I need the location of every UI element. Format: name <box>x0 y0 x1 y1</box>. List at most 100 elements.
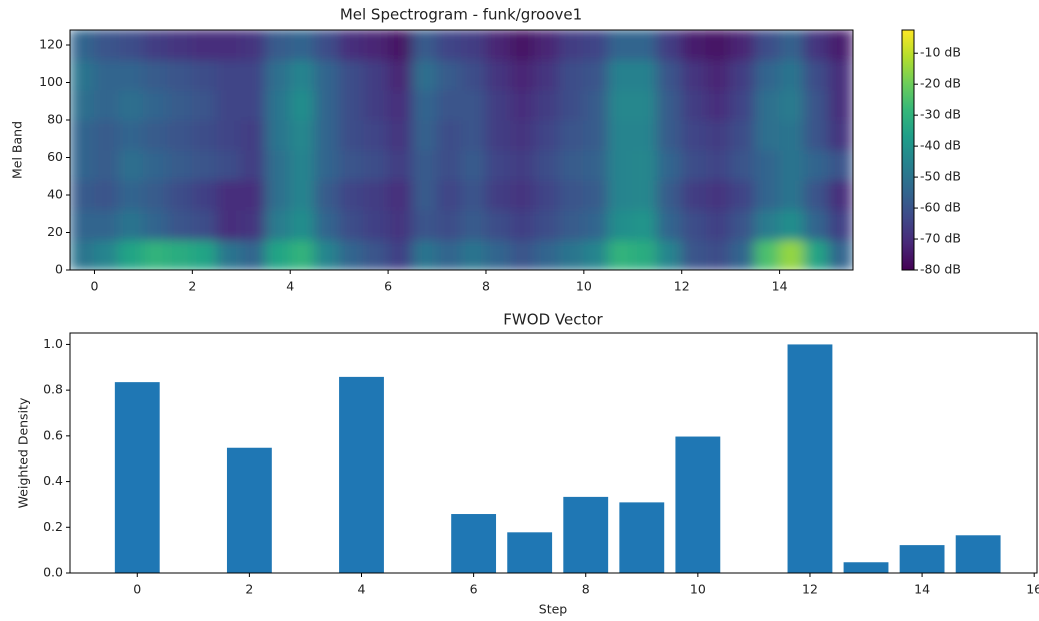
heatmap-cell <box>412 179 438 211</box>
bar <box>675 436 721 573</box>
heatmap-cell <box>338 209 365 241</box>
heatmap-cell <box>314 119 340 151</box>
x-tick-label: 10 <box>690 582 706 597</box>
heatmap-cell <box>632 59 658 91</box>
heatmap-cell <box>779 59 805 91</box>
heatmap-cell <box>191 239 218 270</box>
heatmap-cell <box>142 119 169 151</box>
heatmap-cell <box>412 209 438 241</box>
heatmap-cell <box>461 119 487 151</box>
heatmap-cell <box>607 239 634 270</box>
heatmap-cell <box>509 89 536 121</box>
heatmap-cell <box>632 89 658 121</box>
heatmap-cell <box>412 239 438 270</box>
heatmap-cell <box>558 209 585 241</box>
heatmap-cell <box>583 179 609 211</box>
heatmap-cell <box>754 89 781 121</box>
heatmap-cell <box>485 149 511 181</box>
heatmap-cell <box>387 149 414 181</box>
heatmap-cell <box>70 179 95 211</box>
heatmap-cell <box>534 149 560 181</box>
heatmap-cell <box>656 59 683 91</box>
heatmap-cell <box>118 89 144 121</box>
heatmap-cell <box>461 239 487 270</box>
heatmap-cell <box>779 209 805 241</box>
heatmap-cell <box>289 30 316 61</box>
heatmap-cell <box>803 149 830 181</box>
heatmap-cell <box>656 89 683 121</box>
y-tick-label: 0.4 <box>43 473 63 488</box>
heatmap-cell <box>240 179 267 211</box>
heatmap-cell <box>828 59 853 91</box>
heatmap-cell <box>803 209 830 241</box>
heatmap-cells <box>70 30 853 270</box>
heatmap-cell <box>363 30 389 61</box>
heatmap-cell <box>509 179 536 211</box>
bar <box>787 344 833 573</box>
heatmap-cell <box>803 119 830 151</box>
heatmap-cell <box>656 239 683 270</box>
heatmap-cell <box>387 119 414 151</box>
heatmap-cell <box>70 209 95 241</box>
x-tick-label: 8 <box>582 582 590 597</box>
heatmap-cell <box>754 149 781 181</box>
heatmap-cell <box>730 149 756 181</box>
heatmap-cell <box>485 209 511 241</box>
heatmap-cell <box>632 179 658 211</box>
heatmap-cell <box>216 59 242 91</box>
axes-frame <box>69 29 854 271</box>
heatmap-cell <box>534 209 560 241</box>
heatmap-cell <box>730 30 756 61</box>
heatmap-cell <box>70 149 95 181</box>
heatmap-cell <box>167 239 193 270</box>
heatmap-cell <box>338 89 365 121</box>
x-tick-label: 14 <box>914 582 930 597</box>
heatmap-cell <box>216 209 242 241</box>
heatmap-cell <box>583 209 609 241</box>
bar <box>507 532 553 573</box>
heatmap-cell <box>558 239 585 270</box>
heatmap-cell <box>338 59 365 91</box>
heatmap-cell <box>142 59 169 91</box>
heatmap-cell <box>509 209 536 241</box>
heatmap-cell <box>779 89 805 121</box>
x-tick-label: 10 <box>576 279 592 294</box>
heatmap-cell <box>387 239 414 270</box>
heatmap-cell <box>607 179 634 211</box>
bar <box>226 447 272 573</box>
heatmap-cell <box>118 179 144 211</box>
heatmap-cell <box>705 119 732 151</box>
heatmap-cell <box>754 179 781 211</box>
heatmap-cell <box>436 179 462 211</box>
heatmap-cell <box>681 119 707 151</box>
heatmap-cell <box>216 149 242 181</box>
heatmap-cell <box>314 209 340 241</box>
heatmap-cell <box>754 209 781 241</box>
heatmap-cell <box>583 239 609 270</box>
y-tick-label: 80 <box>47 112 63 127</box>
heatmap-cell <box>828 30 853 61</box>
y-tick-label: 0.0 <box>43 565 63 580</box>
heatmap-cell <box>730 209 756 241</box>
heatmap-cell <box>289 179 316 211</box>
heatmap-cell <box>705 209 732 241</box>
colorbar-tick-label: -80 dB <box>920 262 961 277</box>
heatmap-cell <box>485 239 511 270</box>
bar <box>451 514 497 573</box>
heatmap-cell <box>681 59 707 91</box>
heatmap-cell <box>387 59 414 91</box>
heatmap-cell <box>534 239 560 270</box>
heatmap-cell <box>191 149 218 181</box>
heatmap-cell <box>828 209 853 241</box>
heatmap-cell <box>70 89 95 121</box>
heatmap-cell <box>730 59 756 91</box>
heatmap-cell <box>167 179 193 211</box>
heatmap-cell <box>412 119 438 151</box>
bar <box>899 545 945 573</box>
x-tick-label: 12 <box>802 582 818 597</box>
heatmap-cell <box>363 89 389 121</box>
heatmap-cell <box>142 179 169 211</box>
colorbar-tick-label: -20 dB <box>920 76 961 91</box>
heatmap-cell <box>265 209 291 241</box>
